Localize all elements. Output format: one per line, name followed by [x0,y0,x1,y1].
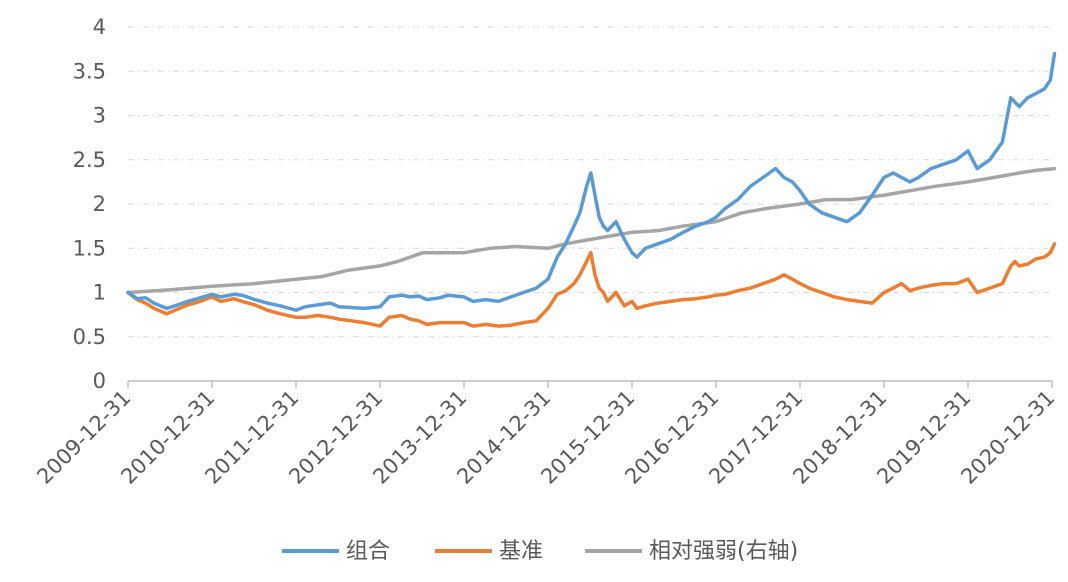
y-tick-label: 0 [93,369,106,393]
y-tick-label: 2 [93,192,106,216]
y-tick-label: 1 [93,281,106,305]
x-axis: 2009-12-312010-12-312011-12-312012-12-31… [32,381,1059,489]
legend-label-2: 相对强弱(右轴) [649,539,798,564]
y-tick-label: 1.5 [73,236,106,260]
y-tick-label: 4 [93,15,106,39]
legend-label-0: 组合 [346,539,390,564]
legend-label-1: 基准 [499,539,543,564]
series-line-1 [128,244,1055,326]
y-tick-label: 2.5 [73,148,106,172]
y-tick-label: 3.5 [73,59,106,83]
legend: 组合 基准 相对强弱(右轴) [282,539,798,564]
y-tick-label: 0.5 [73,325,106,349]
y-tick-label: 3 [93,104,106,128]
y-axis-ticks: 0 0.5 1 1.5 2 2.5 3 3.5 4 [73,15,106,393]
series-line-0 [128,54,1055,311]
series-line-2 [128,169,1055,293]
series-lines [128,54,1055,327]
